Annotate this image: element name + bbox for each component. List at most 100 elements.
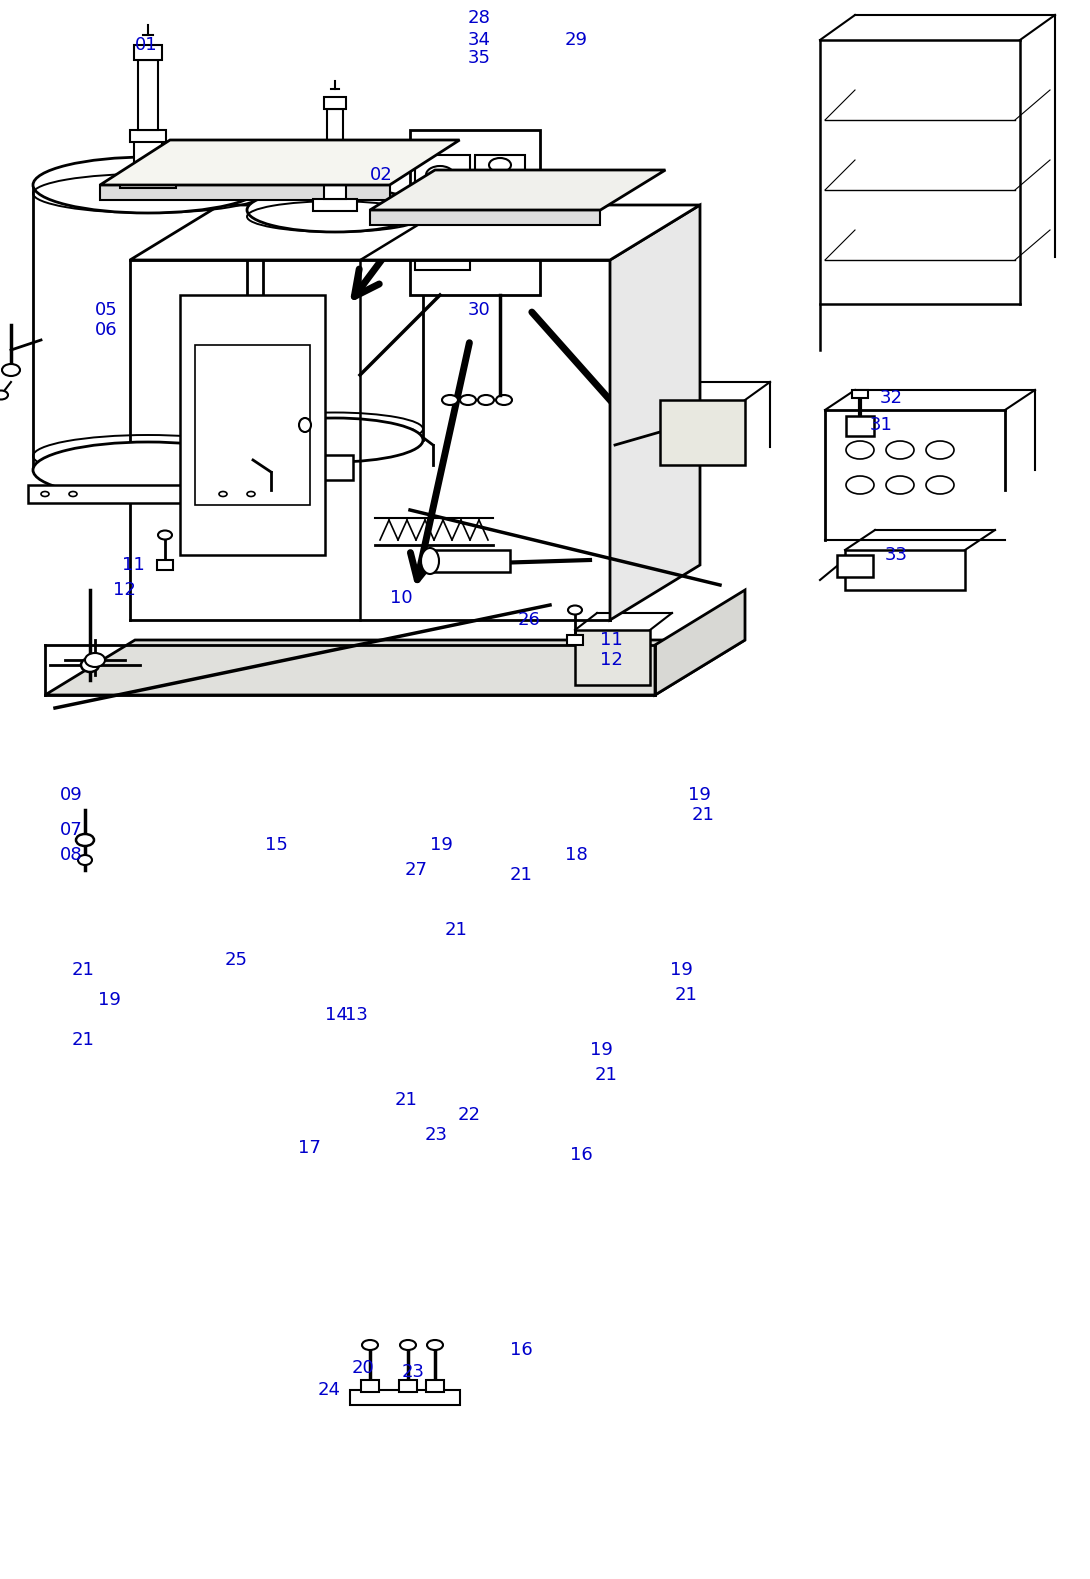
Polygon shape xyxy=(370,210,601,224)
Text: 22: 22 xyxy=(458,1105,481,1124)
Text: 16: 16 xyxy=(570,1146,593,1164)
Text: 11: 11 xyxy=(600,632,622,649)
Text: 14: 14 xyxy=(325,1006,348,1025)
Text: 27: 27 xyxy=(405,861,428,880)
Ellipse shape xyxy=(400,1341,416,1350)
Bar xyxy=(134,44,162,60)
Text: 21: 21 xyxy=(395,1091,417,1108)
Ellipse shape xyxy=(158,531,172,540)
Polygon shape xyxy=(45,639,744,695)
Text: 08: 08 xyxy=(60,846,83,864)
Bar xyxy=(138,60,158,129)
Bar xyxy=(180,295,325,554)
Ellipse shape xyxy=(443,395,458,404)
Text: 21: 21 xyxy=(595,1066,618,1085)
Ellipse shape xyxy=(76,834,94,846)
Text: 16: 16 xyxy=(510,1341,533,1360)
Text: 21: 21 xyxy=(72,962,95,979)
Bar xyxy=(426,1380,444,1393)
Text: 21: 21 xyxy=(445,921,468,940)
Text: 12: 12 xyxy=(600,651,622,669)
Ellipse shape xyxy=(426,201,455,219)
Bar xyxy=(120,172,175,188)
Ellipse shape xyxy=(33,156,263,213)
Polygon shape xyxy=(100,141,460,185)
Text: 17: 17 xyxy=(298,1138,320,1157)
Text: 19: 19 xyxy=(98,992,121,1009)
Text: 24: 24 xyxy=(318,1382,341,1399)
Ellipse shape xyxy=(426,166,455,185)
Text: 05: 05 xyxy=(95,302,118,319)
Text: 23: 23 xyxy=(425,1126,448,1145)
Ellipse shape xyxy=(479,395,494,404)
Bar xyxy=(661,399,744,464)
Bar xyxy=(324,174,347,199)
Text: 13: 13 xyxy=(346,1006,368,1025)
Ellipse shape xyxy=(421,548,439,575)
Bar xyxy=(475,155,525,240)
Bar xyxy=(350,1390,460,1405)
Bar xyxy=(410,129,540,295)
Text: 02: 02 xyxy=(370,166,392,185)
Ellipse shape xyxy=(0,390,8,399)
Bar xyxy=(195,344,310,505)
Bar xyxy=(845,549,965,591)
Text: 28: 28 xyxy=(468,9,491,27)
Polygon shape xyxy=(130,205,700,261)
Text: 20: 20 xyxy=(352,1360,375,1377)
Text: 23: 23 xyxy=(402,1363,425,1382)
Ellipse shape xyxy=(427,1341,443,1350)
Bar xyxy=(576,630,650,685)
Polygon shape xyxy=(370,171,665,210)
Bar xyxy=(846,415,874,436)
Text: 21: 21 xyxy=(510,865,533,884)
Ellipse shape xyxy=(362,1341,378,1350)
Ellipse shape xyxy=(460,395,476,404)
Bar xyxy=(429,549,510,572)
Text: 26: 26 xyxy=(518,611,541,628)
Text: 06: 06 xyxy=(95,321,118,339)
Text: 33: 33 xyxy=(885,546,908,564)
Bar xyxy=(837,554,873,576)
Text: 07: 07 xyxy=(60,821,83,838)
Bar xyxy=(361,1380,379,1393)
Polygon shape xyxy=(100,185,389,201)
Text: 12: 12 xyxy=(113,581,136,598)
Text: 15: 15 xyxy=(265,835,288,854)
Bar xyxy=(399,1380,417,1393)
Bar xyxy=(157,561,173,570)
Text: 10: 10 xyxy=(390,589,413,606)
Text: 35: 35 xyxy=(468,49,491,66)
Bar xyxy=(415,155,470,270)
Ellipse shape xyxy=(247,188,423,232)
Ellipse shape xyxy=(247,418,423,463)
Text: 19: 19 xyxy=(590,1041,613,1060)
Text: 29: 29 xyxy=(565,32,588,49)
Polygon shape xyxy=(610,205,700,621)
Bar xyxy=(130,129,166,142)
Ellipse shape xyxy=(85,654,105,666)
Bar xyxy=(320,164,350,175)
Ellipse shape xyxy=(568,605,582,614)
Bar xyxy=(567,635,583,644)
Ellipse shape xyxy=(81,658,99,673)
Text: 21: 21 xyxy=(675,985,698,1004)
Text: 21: 21 xyxy=(692,805,715,824)
Text: 19: 19 xyxy=(670,962,693,979)
Text: 31: 31 xyxy=(870,415,893,434)
Text: 21: 21 xyxy=(72,1031,95,1048)
Bar xyxy=(327,109,343,164)
Text: 25: 25 xyxy=(225,951,249,970)
Ellipse shape xyxy=(489,158,511,172)
Bar xyxy=(852,390,868,398)
Text: 19: 19 xyxy=(688,786,711,804)
Bar xyxy=(28,485,278,504)
Bar xyxy=(134,141,162,172)
Ellipse shape xyxy=(2,365,20,376)
Text: 01: 01 xyxy=(135,36,158,54)
Bar xyxy=(317,455,353,480)
Polygon shape xyxy=(655,591,744,695)
Ellipse shape xyxy=(489,202,511,216)
Ellipse shape xyxy=(489,180,511,194)
Text: 11: 11 xyxy=(122,556,145,575)
